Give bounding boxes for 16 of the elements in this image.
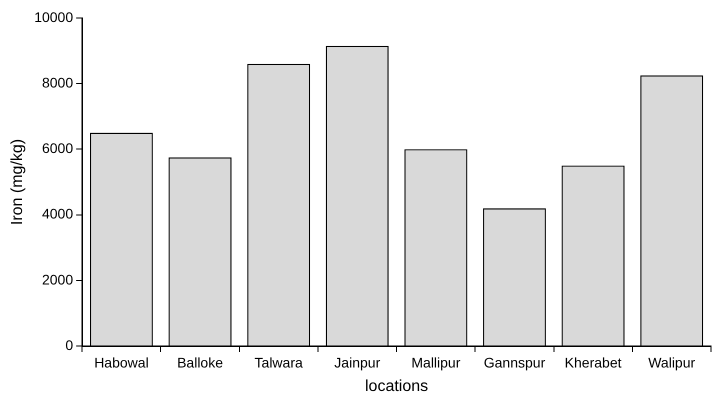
y-tick-label: 10000 <box>34 8 74 25</box>
x-tick-label: Kherabet <box>564 354 622 370</box>
x-tick-label: Balloke <box>177 354 224 370</box>
y-tick-label: 0 <box>65 336 74 353</box>
y-tick-label: 8000 <box>42 74 74 90</box>
x-tick-label: Mallipur <box>411 354 461 370</box>
x-tick-label: Gannspur <box>484 354 546 370</box>
x-axis-title: locations <box>364 378 428 395</box>
y-tick-label: 2000 <box>42 271 74 288</box>
x-tick-label: Talwara <box>254 354 303 370</box>
y-tick-label: 6000 <box>42 140 74 156</box>
x-tick-label: Jainpur <box>334 354 381 370</box>
x-tick-label: Walipur <box>648 354 696 370</box>
y-axis-title: Iron (mg/kg) <box>9 138 26 226</box>
x-tick-label: Habowal <box>94 354 149 370</box>
y-tick-label: 4000 <box>42 206 74 222</box>
